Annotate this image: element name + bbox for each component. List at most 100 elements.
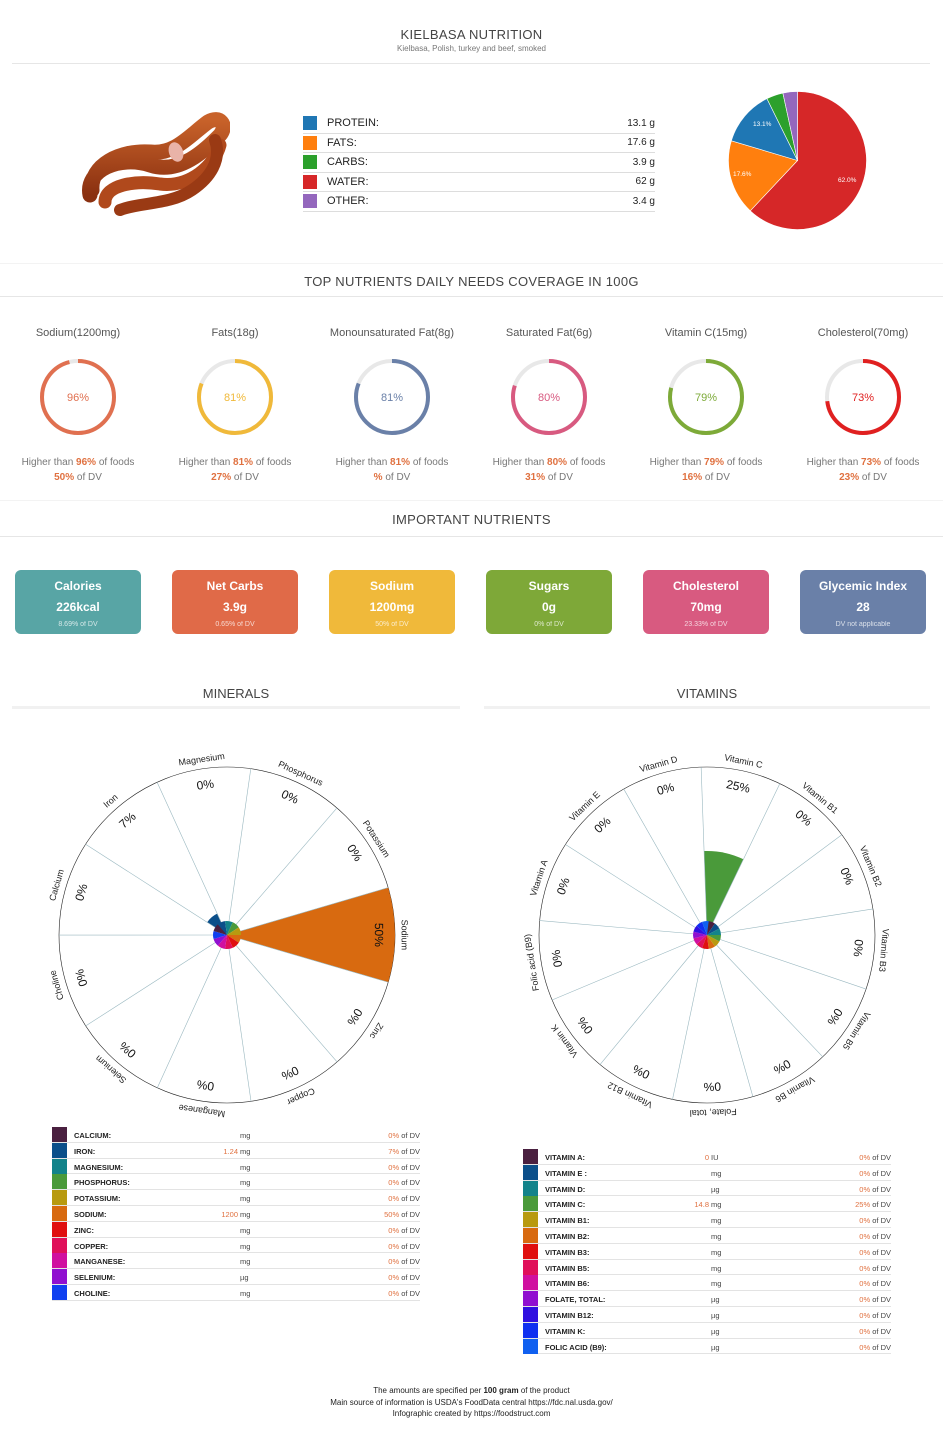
minerals-value-label: 0% xyxy=(279,787,301,807)
row-dv: 0% of DV xyxy=(859,1311,891,1320)
card-value: 3.9g xyxy=(222,600,247,614)
minerals-category-label: Manganese xyxy=(178,1103,226,1120)
row-dv: 0% of DV xyxy=(388,1257,420,1266)
row-dv: 0% of DV xyxy=(859,1169,891,1178)
center-wheel-segment xyxy=(225,935,233,949)
row-dv-percent: 0% xyxy=(388,1257,400,1267)
row-name: VITAMIN D: xyxy=(545,1184,586,1194)
row-swatch xyxy=(52,1237,67,1253)
macro-row: CARBS: 3.9 g xyxy=(303,153,655,173)
coverage-item: Cholesterol(70mg) 73% Higher than 73% of f… xyxy=(793,327,933,485)
row-unit: mg xyxy=(240,1225,251,1235)
macro-label: FATS: xyxy=(327,136,357,149)
row-dv-suffix: of DV xyxy=(872,1216,891,1226)
macro-swatch xyxy=(303,174,317,189)
vitamins-category-label: Folic acid (B9) xyxy=(522,933,541,991)
row-dv-percent: 0% xyxy=(859,1184,871,1194)
vitamins-category-label: Vitamin B5 xyxy=(841,1010,873,1052)
vitamins-category-label: Vitamin B2 xyxy=(858,844,884,888)
vitamins-row: VITAMIN B1: mg 0% of DV xyxy=(523,1212,891,1228)
higher-suffix: of foods xyxy=(567,457,606,468)
macro-label: WATER: xyxy=(327,175,369,188)
row-dv: 0% of DV xyxy=(388,1273,420,1282)
row-dv: 0% of DV xyxy=(388,1226,420,1235)
pie-label-water: 62.0% xyxy=(838,177,857,184)
coverage-percent: 81% xyxy=(381,392,403,404)
center-wheel-segment xyxy=(707,921,715,935)
minerals-value-label: 0% xyxy=(116,1039,139,1061)
coverage-ring: 81% xyxy=(197,359,273,435)
row-dv-percent: 0% xyxy=(859,1342,871,1352)
coverage-percent: 80% xyxy=(538,392,560,404)
center-wheel-segment xyxy=(707,935,720,947)
row-dv-suffix: of DV xyxy=(872,1310,891,1320)
row-swatch xyxy=(52,1253,67,1269)
dv-percent: 23% xyxy=(839,472,860,483)
vitamins-category-label: Vitamin B6 xyxy=(774,1074,817,1104)
row-dv-suffix: of DV xyxy=(872,1342,891,1352)
row-unit: mg xyxy=(711,1216,722,1226)
row-unit: mg xyxy=(240,1257,251,1267)
row-dv-percent: 0% xyxy=(388,1273,400,1283)
row-dv-percent: 0% xyxy=(859,1263,871,1273)
row-swatch xyxy=(523,1164,538,1180)
row-dv-percent: 0% xyxy=(388,1241,400,1251)
row-dv: 0% of DV xyxy=(388,1242,420,1251)
row-dv-suffix: of DV xyxy=(872,1263,891,1273)
divider xyxy=(484,706,930,709)
minerals-row: MAGNESIUM: mg 0% of DV xyxy=(52,1158,420,1175)
center-wheel-segment xyxy=(227,927,241,935)
row-unit: mg xyxy=(240,1288,251,1298)
higher-prefix: Higher than xyxy=(178,457,234,468)
coverage-ring: 73% xyxy=(825,359,901,435)
vitamins-row: VITAMIN B12: µg 0% of DV xyxy=(523,1306,891,1323)
row-name: VITAMIN B3: xyxy=(545,1247,590,1257)
row-dv: 0% of DV xyxy=(859,1153,891,1162)
row-dv-suffix: of DV xyxy=(872,1153,891,1162)
minerals-category-label: Potassium xyxy=(361,818,392,859)
vitamins-table: VITAMIN A: 0 IU 0% of DV VITAMIN E : mg 0% of … xyxy=(523,1149,891,1355)
minerals-row: COPPER: mg 0% of DV xyxy=(52,1237,420,1254)
row-dv-suffix: of DV xyxy=(401,1257,420,1267)
macro-swatch xyxy=(303,116,317,131)
row-dv-percent: 0% xyxy=(388,1194,400,1204)
row-dv: 0% of DV xyxy=(859,1279,891,1288)
center-wheel-segment xyxy=(213,924,227,935)
center-wheel-segment xyxy=(707,935,721,942)
row-dv-percent: 0% xyxy=(859,1216,871,1226)
macro-value: 13.1 g xyxy=(627,117,655,129)
radial-spoke xyxy=(706,783,781,936)
row-dv-suffix: of DV xyxy=(872,1200,891,1210)
minerals-value-label: 7% xyxy=(116,809,139,831)
coverage-percent: 73% xyxy=(852,392,874,404)
vitamins-category-label: Vitamin A xyxy=(528,858,550,897)
divider xyxy=(12,706,460,709)
row-unit: mg xyxy=(711,1231,722,1241)
coverage-name: Fats(18g) xyxy=(211,327,259,339)
row-swatch xyxy=(52,1190,67,1206)
center-wheel-segment xyxy=(213,935,227,946)
vitamins-bar xyxy=(704,851,744,935)
footer-text: of the product xyxy=(518,1386,570,1395)
radial-spoke xyxy=(706,834,843,936)
center-wheel-segment xyxy=(707,935,715,949)
row-name: ZINC: xyxy=(74,1225,94,1235)
ring-arc xyxy=(354,359,430,435)
radial-spoke xyxy=(700,767,708,936)
vitamins-value-label: 25% xyxy=(725,777,752,796)
vitamins-value-label: 0% xyxy=(655,780,676,798)
macro-swatch xyxy=(303,194,317,209)
macro-label: CARBS: xyxy=(327,156,368,169)
row-swatch xyxy=(523,1227,538,1243)
higher-percent: 73% xyxy=(861,457,882,468)
minerals-radial-chart: 50% Sodium0%Zinc0%Copper0%Manganese0%Sele… xyxy=(47,751,409,1120)
radial-spoke xyxy=(226,934,338,1063)
row-dv-suffix: of DV xyxy=(872,1247,891,1257)
minerals-category-label: Magnesium xyxy=(178,751,225,768)
row-dv-suffix: of DV xyxy=(872,1231,891,1241)
row-unit: µg xyxy=(711,1184,720,1194)
card-dv: 8.69% of DV xyxy=(58,621,98,628)
row-name: POTASSIUM: xyxy=(74,1194,121,1204)
vitamins-value-label: 0% xyxy=(703,1079,721,1094)
divider xyxy=(0,500,943,501)
